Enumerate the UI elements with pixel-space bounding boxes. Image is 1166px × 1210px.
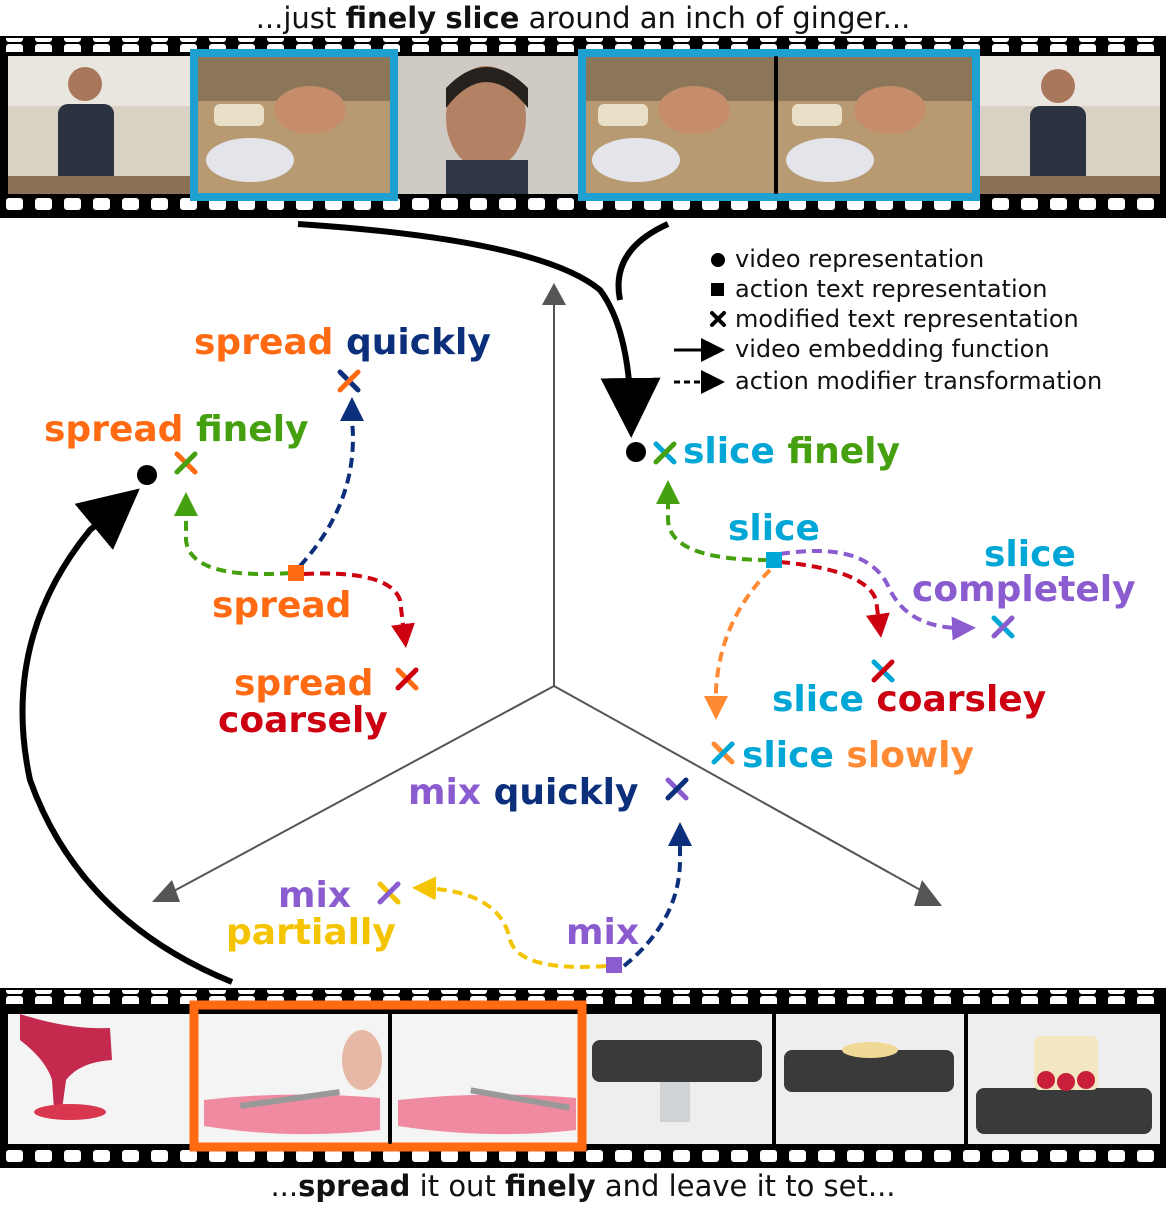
modified-text-point <box>380 884 398 902</box>
label-spread-quickly: spread quickly <box>194 322 491 363</box>
legend: video representation action text represe… <box>674 245 1102 395</box>
label-slice-slowly: slice slowly <box>742 735 974 776</box>
label-mix-partially-adverb: partially <box>226 912 396 953</box>
label-spread: spread <box>212 585 351 626</box>
legend-label: modified text representation <box>735 305 1079 333</box>
legend-label: action text representation <box>735 275 1048 303</box>
cross-marker-icon <box>712 313 724 325</box>
bottom-caption: ...spread it out finely and leave it to … <box>270 1169 895 1203</box>
video-representation-point <box>137 465 157 485</box>
label-mix-quickly: mix quickly <box>408 772 638 813</box>
label-slice: slice <box>728 508 820 549</box>
circle-marker-icon <box>711 253 725 267</box>
modified-text-point <box>714 744 732 762</box>
top-film-strip <box>0 36 1166 218</box>
legend-label: action modifier transformation <box>735 367 1102 395</box>
modified-text-point <box>177 454 195 472</box>
video-frame <box>196 56 392 194</box>
modified-text-point <box>994 618 1012 636</box>
video-embedding-arrow-bottom <box>23 500 233 982</box>
video-frame <box>396 56 580 194</box>
video-frame <box>776 1014 964 1144</box>
modified-text-point <box>340 372 358 390</box>
label-slice-completely-adverb: completely <box>912 569 1136 610</box>
legend-label: video representation <box>735 245 984 273</box>
video-embedding-arrow-top-right <box>619 224 668 300</box>
video-representation-point <box>626 442 646 462</box>
modified-text-point <box>668 780 686 798</box>
legend-label: video embedding function <box>735 335 1050 363</box>
modified-text-point <box>398 670 416 688</box>
top-caption: ...just finely slice around an inch of g… <box>256 1 911 35</box>
label-slice-coarsley: slice coarsley <box>772 679 1046 720</box>
label-slice-finely: slice finely <box>683 431 900 472</box>
bottom-film-strip <box>0 988 1166 1168</box>
video-frame <box>584 1014 772 1144</box>
label-spread-coarsely-adverb: coarsely <box>218 700 388 741</box>
video-frame <box>392 1014 580 1144</box>
action-text-point <box>288 565 304 581</box>
video-frame <box>8 56 192 194</box>
transform-arrow-slice-slowly <box>716 570 770 712</box>
video-frame <box>976 56 1160 194</box>
label-mix: mix <box>566 912 639 953</box>
action-text-point <box>606 957 622 973</box>
video-frame <box>584 56 774 194</box>
transform-arrow-slice-coarsley <box>780 562 880 630</box>
video-frame <box>194 1014 388 1144</box>
modified-text-point <box>874 662 892 680</box>
video-frame <box>968 1014 1160 1144</box>
video-frame <box>8 1014 190 1144</box>
label-spread-finely: spread finely <box>44 409 309 450</box>
label-mix-partially-verb: mix <box>278 875 351 916</box>
label-spread-coarsely-verb: spread <box>234 663 373 704</box>
transform-arrow-spread-finely <box>186 500 290 574</box>
square-marker-icon <box>711 283 724 296</box>
video-frame <box>778 56 972 194</box>
modified-text-point <box>656 444 674 462</box>
action-text-point <box>766 552 782 568</box>
